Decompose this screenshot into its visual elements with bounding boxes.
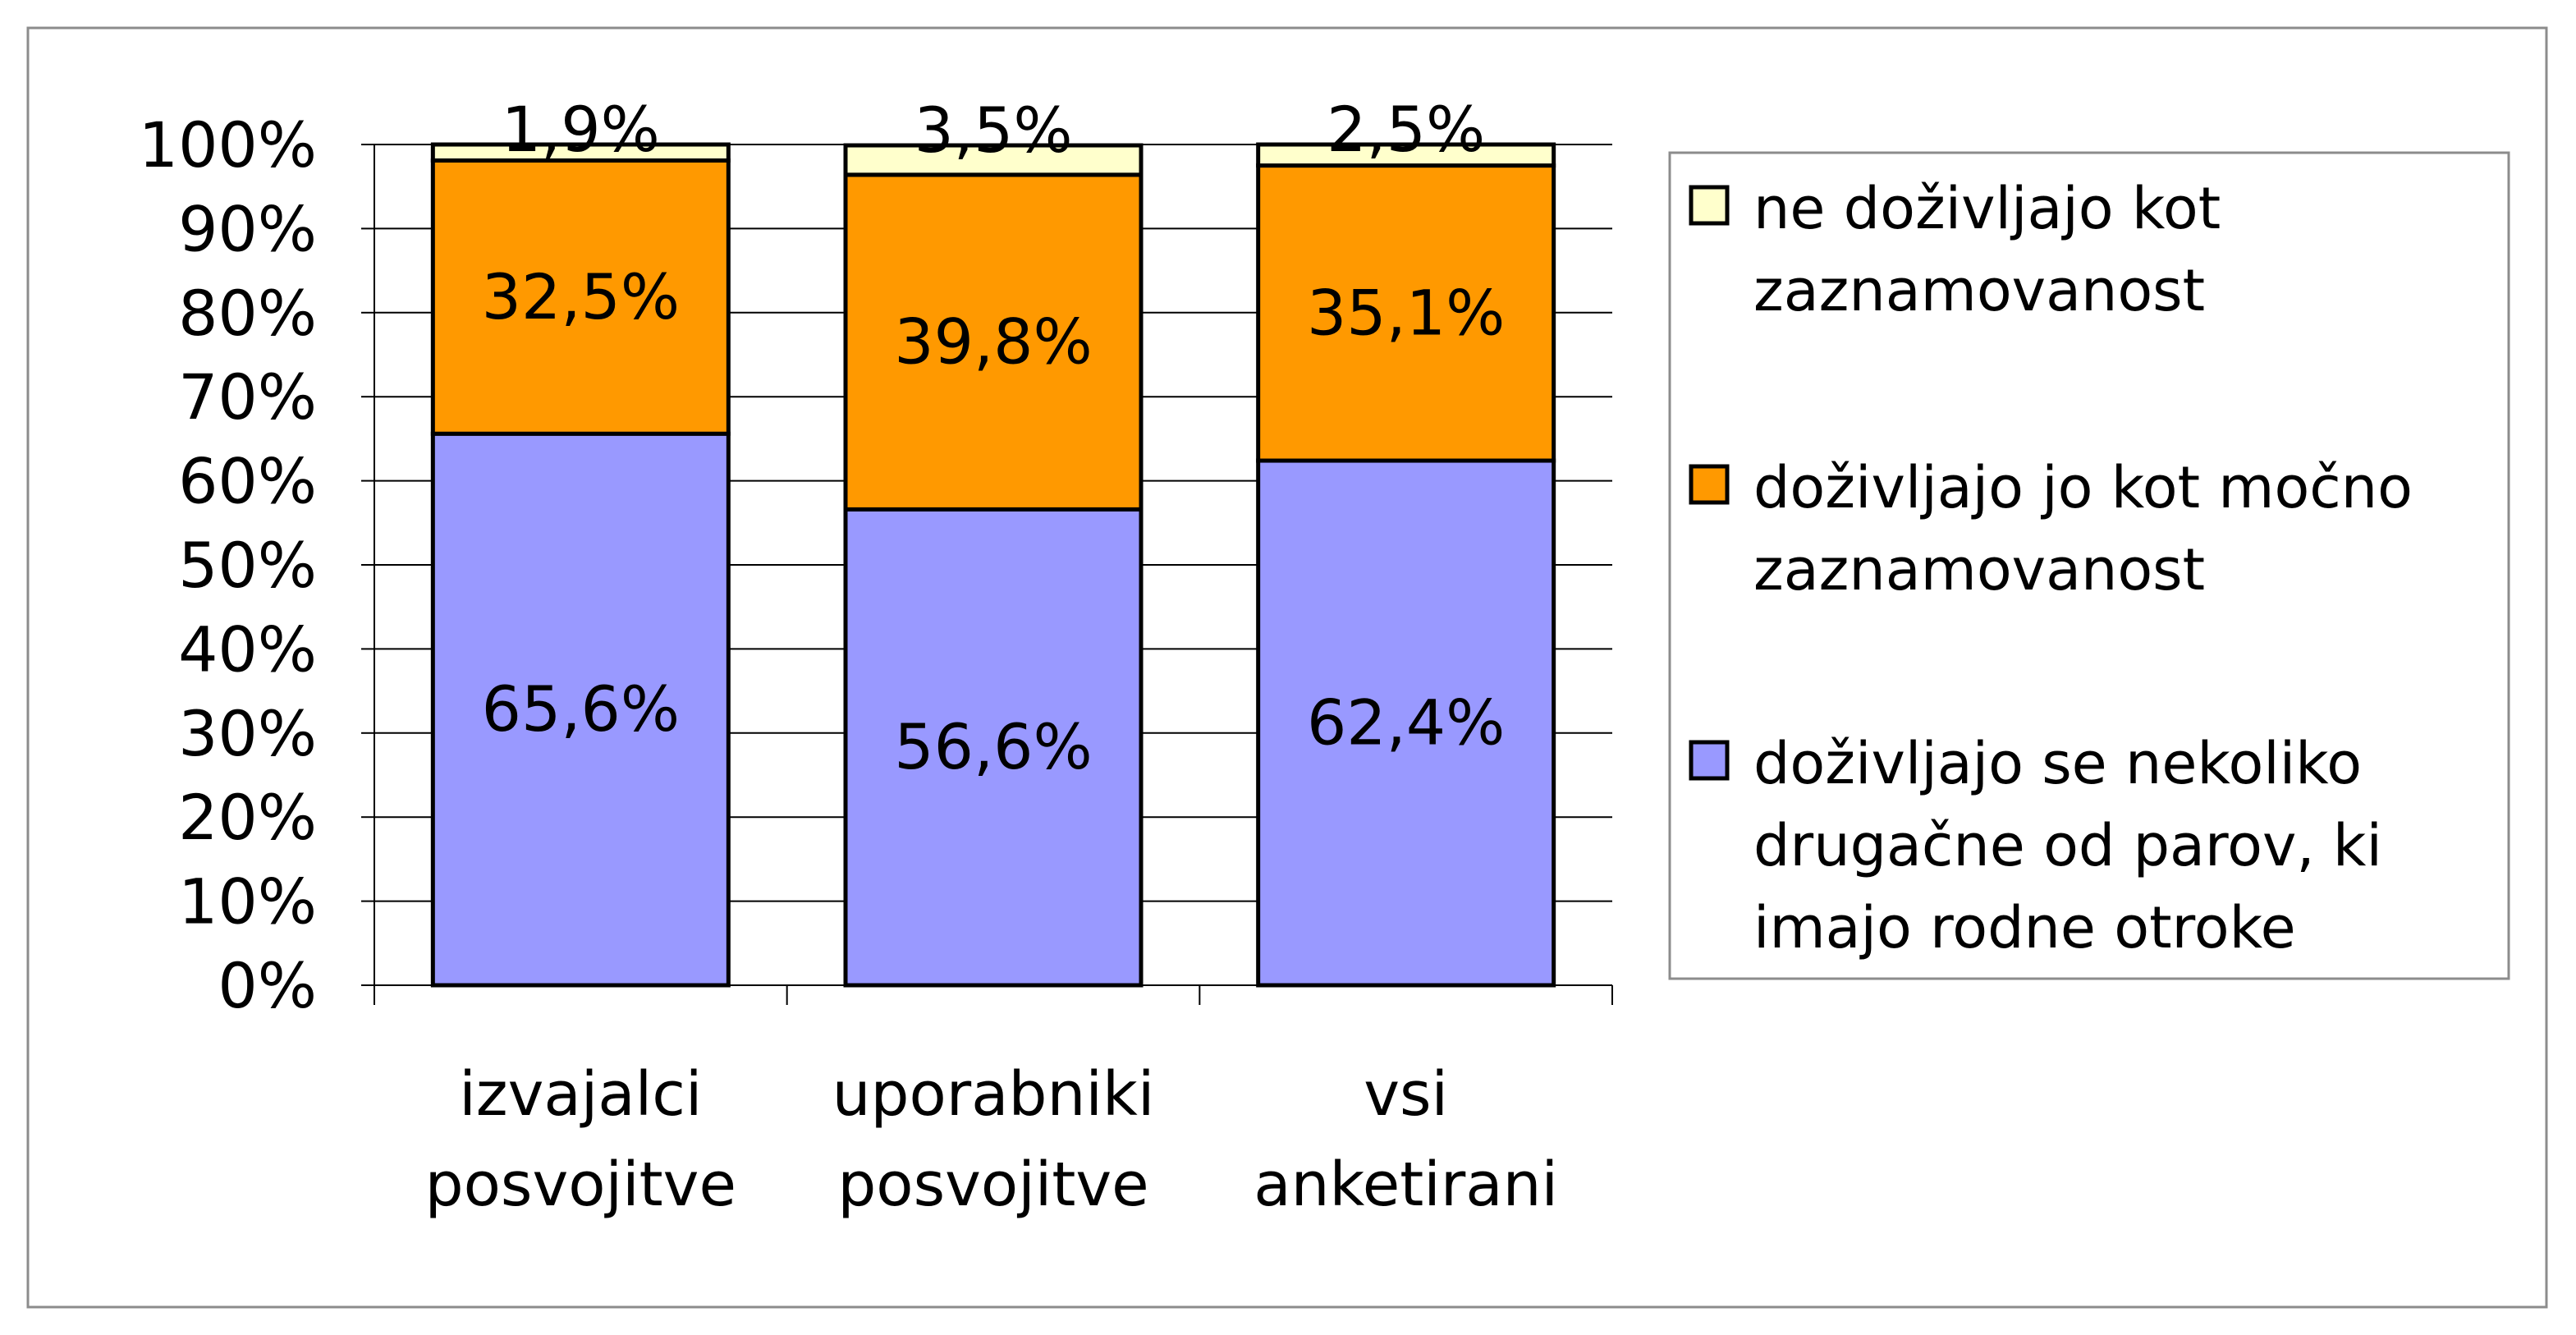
legend: ne doživljajo kot zaznamovanostdoživljajo… [1668,151,2510,980]
bar-segment [430,431,731,988]
data-label: 32,5% [482,260,680,333]
category-label: vsi anketirani [1254,1059,1558,1220]
data-label: 1,9% [502,93,660,166]
bar-segment [843,143,1144,177]
legend-label-line: doživljajo jo kot močno [1753,454,2413,521]
category-label: uporabniki posvojitve [832,1059,1155,1220]
data-label: 35,1% [1307,276,1505,349]
y-tick-label: 20% [178,781,317,854]
legend-label-line: drugačne od parov, ki [1753,812,2382,879]
y-tick-label: 80% [178,277,317,350]
y-tick-label: 0% [218,949,317,1022]
y-tick-label: 50% [178,529,317,602]
y-tick-label: 90% [178,192,317,265]
legend-label: ne doživljajo kot zaznamovanost [1753,175,2221,324]
y-tick-label: 30% [178,697,317,770]
bar-segment [1256,163,1556,463]
legend-label: doživljajo jo kot močno zaznamovanost [1753,454,2413,603]
bar-segment [1256,458,1556,988]
legend-label-line: doživljajo se nekoliko [1753,730,2362,797]
bar-segment [430,142,731,163]
legend-swatch [1689,464,1730,505]
data-label: 3,5% [914,94,1072,167]
category-label-line: izvajalci [459,1059,702,1130]
bar-segment [430,158,731,436]
data-label: 62,4% [1307,686,1505,759]
category-label-line: posvojitve [425,1149,736,1220]
category-label: izvajalci posvojitve [425,1059,736,1220]
data-label: 39,8% [894,305,1092,378]
y-tick-label: 100% [139,108,317,181]
legend-label-line: imajo rodne otroke [1753,894,2296,961]
data-label: 65,6% [482,672,680,745]
legend-label-line: zaznamovanost [1753,536,2205,603]
y-tick-label: 60% [178,445,317,518]
data-label: 2,5% [1327,93,1485,166]
bar-segment [1256,142,1556,168]
y-tick-label: 10% [178,865,317,938]
legend-label-line: ne doživljajo kot [1753,175,2221,242]
legend-box [1668,151,2510,980]
category-label-line: posvojitve [837,1149,1148,1220]
data-label: 56,6% [894,710,1092,783]
bar-segment [843,507,1144,988]
y-tick-label: 40% [178,612,317,686]
legend-swatch [1689,740,1730,781]
legend-label-line: zaznamovanost [1753,257,2205,324]
legend-swatch [1689,185,1730,226]
category-label-line: anketirani [1254,1149,1558,1220]
legend-label: doživljajo se nekoliko drugačne od parov,… [1753,730,2382,961]
category-label-line: uporabniki [832,1059,1155,1130]
category-label-line: vsi [1364,1059,1448,1130]
bar-segment [843,172,1144,512]
data-labels: 65,6% 32,5% 1,9% 56,6% 39,8% 3,5% 62,4% 35,1% 2,… [482,93,1506,783]
y-tick-label: 70% [178,360,317,434]
bars [430,142,1556,988]
